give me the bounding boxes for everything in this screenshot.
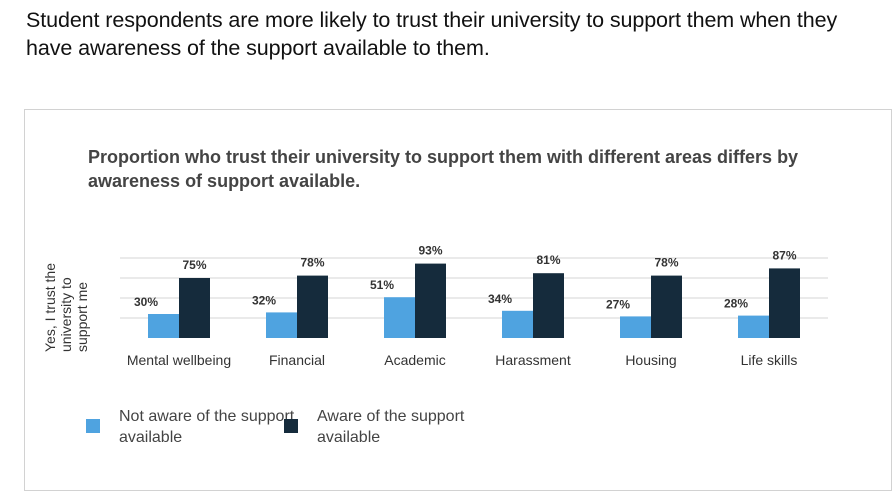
chart-title: Proportion who trust their university to… (88, 147, 799, 191)
legend-swatch-not-aware (86, 419, 100, 433)
data-label-life-skills-series-0: 28% (724, 297, 748, 311)
bar-housing-series-0 (620, 316, 651, 338)
data-label-academic-series-1: 93% (418, 244, 442, 258)
bar-financial-series-0 (266, 312, 297, 338)
bar-harassment-series-0 (502, 310, 533, 338)
bar-mental-wellbeing-series-1 (179, 278, 210, 338)
x-tick-label-mental-wellbeing: Mental wellbeing (127, 352, 231, 368)
legend-label-not-aware: Not aware of the support available (119, 408, 295, 446)
data-label-life-skills-series-1: 87% (772, 248, 796, 262)
bar-harassment-series-1 (533, 273, 564, 338)
bar-chart: 30% 75% Mental wellbeing 32% 78% Financial 51%… (120, 244, 828, 368)
legend-swatch-aware (284, 419, 298, 433)
bar-life-skills-series-0 (738, 315, 769, 338)
bar-life-skills-series-1 (769, 268, 800, 338)
bar-mental-wellbeing-series-0 (148, 314, 179, 338)
x-tick-label-financial: Financial (269, 352, 325, 368)
x-tick-label-housing: Housing (625, 352, 676, 368)
data-label-mental-wellbeing-series-1: 75% (182, 258, 206, 272)
bar-academic-series-1 (415, 263, 446, 338)
data-label-harassment-series-0: 34% (488, 292, 512, 306)
data-label-financial-series-0: 32% (252, 293, 276, 307)
x-tick-label-academic: Academic (384, 352, 445, 368)
data-label-mental-wellbeing-series-0: 30% (134, 295, 158, 309)
bar-housing-series-1 (651, 275, 682, 338)
x-tick-label-life-skills: Life skills (741, 352, 798, 368)
data-label-housing-series-0: 27% (606, 297, 630, 311)
data-label-financial-series-1: 78% (300, 256, 324, 270)
bar-academic-series-0 (384, 297, 415, 338)
headline: Student respondents are more likely to t… (26, 8, 838, 60)
data-label-housing-series-1: 78% (654, 256, 678, 270)
chart-panel (24, 109, 892, 491)
data-label-academic-series-0: 51% (370, 278, 394, 292)
bar-financial-series-1 (297, 275, 328, 338)
data-label-harassment-series-1: 81% (536, 253, 560, 267)
x-tick-label-harassment: Harassment (495, 352, 571, 368)
legend-label-aware: Aware of the support available (317, 408, 465, 446)
